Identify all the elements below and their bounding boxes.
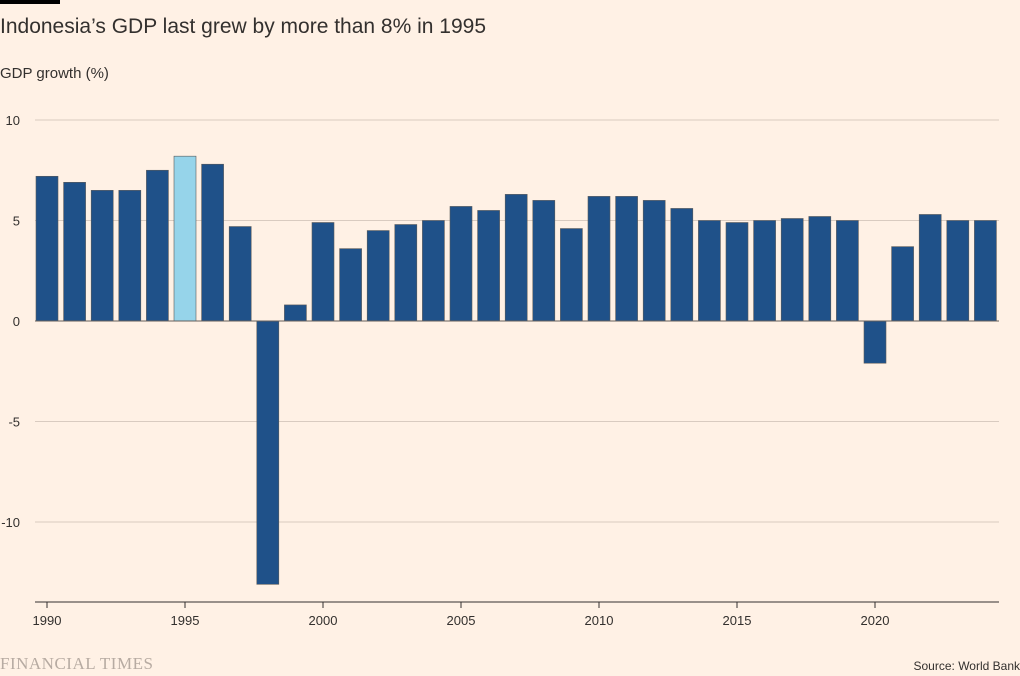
bar-2014: [698, 220, 721, 322]
bar-1996: [201, 163, 224, 322]
x-tick-label: 2020: [861, 613, 890, 628]
bar-2003: [394, 224, 418, 322]
bar-2008: [532, 200, 556, 322]
y-tick-label: 10: [6, 113, 20, 128]
bar-2015: [725, 222, 749, 322]
bar-2002: [366, 230, 390, 322]
bar-2020: [863, 320, 887, 364]
bar-2009: [560, 228, 583, 322]
x-tick-label: 1995: [171, 613, 200, 628]
bar-1998: [256, 320, 280, 585]
source-note: Source: World Bank: [913, 659, 1020, 673]
bar-1993: [118, 190, 142, 322]
bar-2012: [642, 200, 666, 322]
bar-2010: [587, 196, 611, 322]
y-axis-title: GDP growth (%): [0, 65, 109, 82]
bar-2016: [753, 220, 776, 322]
bar-2022: [918, 214, 942, 322]
bar-2019: [836, 220, 859, 322]
bar-2000: [311, 222, 335, 322]
y-tick-label: -10: [1, 515, 20, 530]
x-tick-label: 1990: [33, 613, 62, 628]
bar-2024: [974, 220, 997, 322]
bar-2007: [504, 194, 528, 322]
bar-1992: [90, 190, 114, 322]
bar-2005: [449, 206, 473, 322]
bar-1995: [173, 155, 197, 322]
bar-2011: [615, 196, 638, 322]
bar-2017: [780, 218, 804, 322]
x-tick-label: 2015: [723, 613, 752, 628]
bar-1991: [63, 182, 86, 322]
y-tick-label: 5: [13, 214, 20, 229]
bar-2023: [946, 220, 970, 322]
bar-2004: [422, 220, 445, 322]
ft-accent-bar: [0, 0, 60, 4]
bar-2021: [891, 246, 914, 322]
bar-2001: [339, 248, 362, 322]
bar-2006: [477, 210, 500, 322]
bar-1999: [284, 304, 307, 322]
ft-logo: FINANCIAL TIMES: [0, 654, 154, 673]
bar-1997: [228, 226, 252, 322]
gdp-growth-bar-chart: 10 5 0 -5 -10 1990 1995 2000 2005 2010 2015 2020: [1, 113, 999, 628]
y-tick-label: -5: [8, 415, 20, 430]
x-tick-label: 2000: [309, 613, 338, 628]
bar-2013: [670, 208, 694, 322]
bar-2018: [808, 216, 832, 322]
bar-1990: [35, 175, 59, 322]
x-tick-label: 2010: [585, 613, 614, 628]
chart-title: Indonesia’s GDP last grew by more than 8…: [0, 15, 487, 38]
x-tick-label: 2005: [447, 613, 476, 628]
bar-1994: [146, 169, 169, 322]
y-tick-label: 0: [13, 314, 20, 329]
